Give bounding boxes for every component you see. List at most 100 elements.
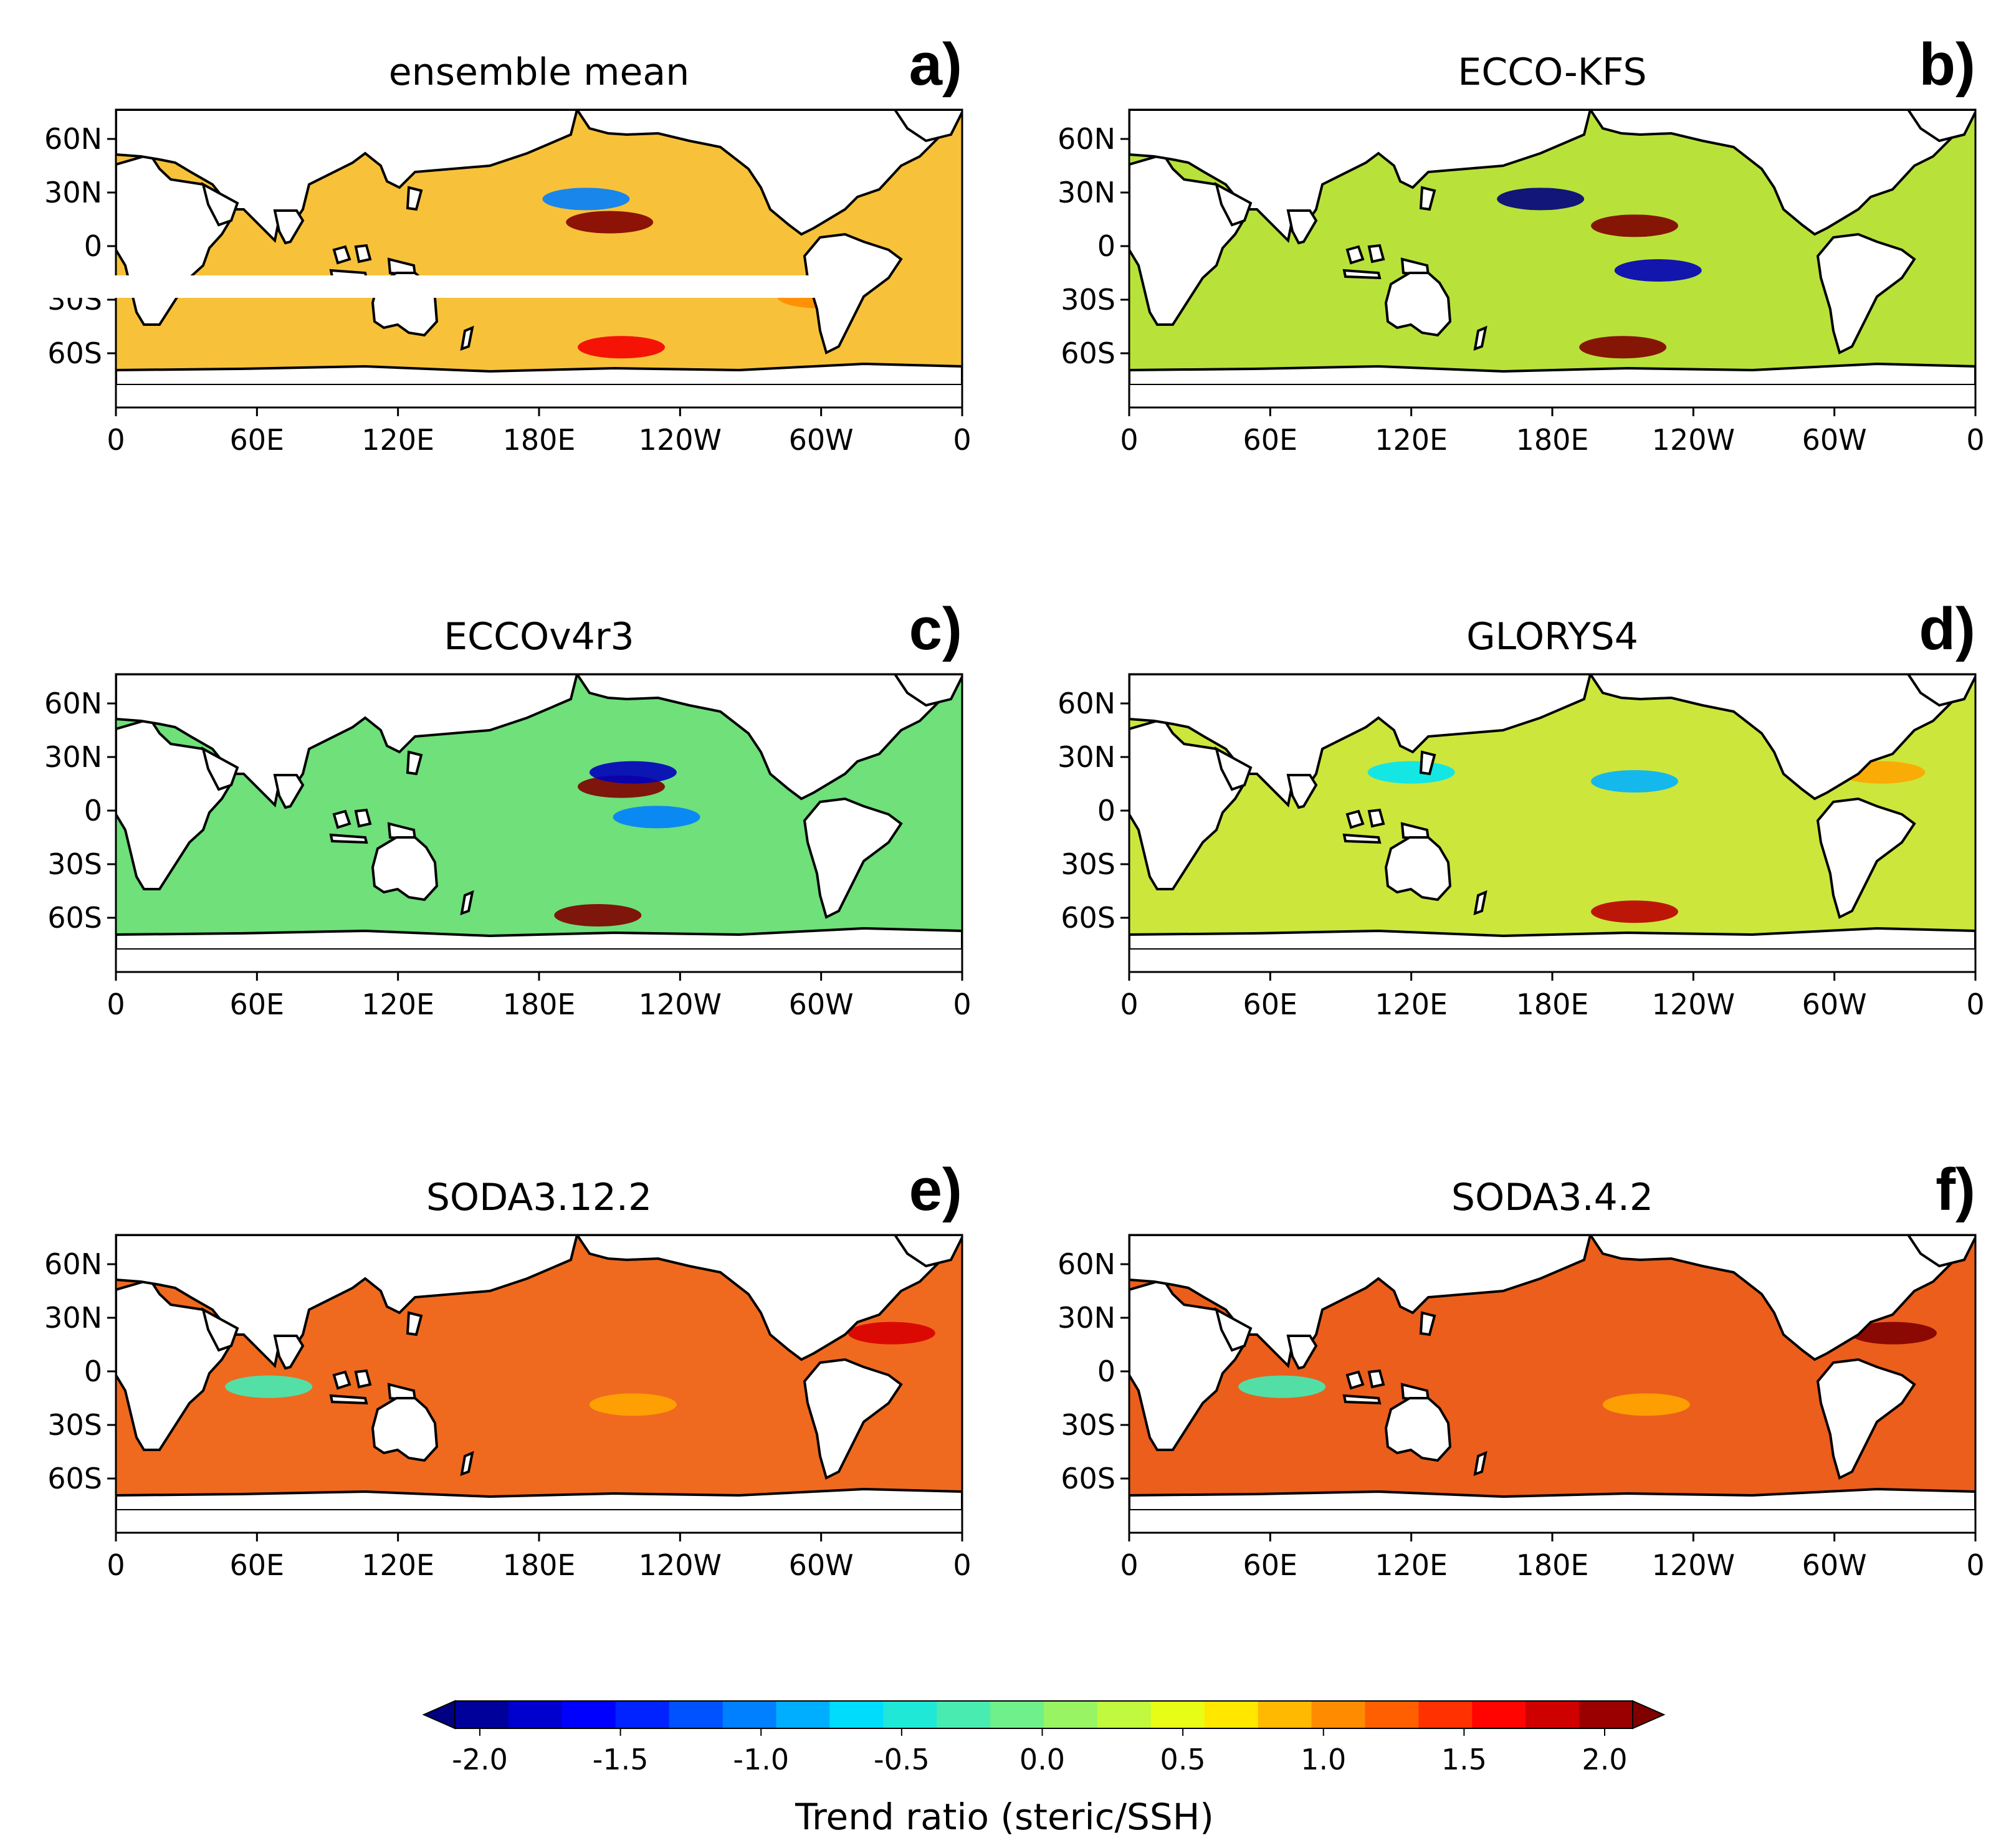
panel-title: SODA3.4.2	[1451, 1176, 1653, 1219]
lon-tick-label: 120W	[1652, 1548, 1735, 1582]
trend-patch	[542, 188, 630, 211]
lon-tick-label: 0	[1120, 1548, 1138, 1582]
panel-letter: c)	[909, 596, 962, 662]
colorbar-tick-label: -1.5	[593, 1743, 649, 1776]
trend-patch	[1591, 770, 1679, 793]
colorbar-swatch	[455, 1701, 509, 1728]
colorbar-swatch	[508, 1701, 563, 1728]
map-field	[1129, 110, 1975, 385]
trend-patch	[1614, 259, 1702, 282]
map-panel: SODA3.4.2 f) 0 60E 120E 180E 120W 60W 0 60N 30N 0 30…	[0, 275, 1985, 1582]
lon-tick-label: 60E	[1243, 423, 1298, 457]
panel-title: ensemble mean	[389, 50, 689, 94]
lon-tick-label: 0	[1966, 423, 1984, 457]
trend-patch	[848, 1322, 935, 1345]
map-field	[1129, 674, 1975, 950]
trend-patch	[1238, 1375, 1326, 1398]
trend-patch	[566, 211, 654, 234]
lat-tick-label: 60S	[1061, 336, 1115, 370]
lon-tick-label: 120W	[639, 1548, 722, 1582]
lat-tick-label: 60S	[1061, 901, 1115, 935]
lon-tick-label: 60W	[1802, 988, 1867, 1021]
lon-tick-label: 120E	[1375, 423, 1448, 457]
lon-tick-label: 0	[1120, 988, 1138, 1021]
lat-tick-label: 0	[1097, 794, 1115, 827]
lon-tick-label: 120W	[1652, 423, 1735, 457]
panel-letter: b)	[1919, 31, 1975, 98]
trend-patch	[1591, 900, 1679, 923]
lon-tick-label: 60E	[1243, 1548, 1298, 1582]
lon-tick-label: 0	[1966, 1548, 1984, 1582]
colorbar-tick-label: 0.0	[1019, 1743, 1065, 1776]
colorbar-swatch	[1150, 1701, 1205, 1728]
lon-tick-label: 120E	[1375, 988, 1448, 1021]
lat-tick-label: 60S	[1061, 1462, 1115, 1495]
panel-title: GLORYS4	[1466, 615, 1638, 659]
lon-tick-label: 0	[107, 423, 125, 457]
lat-tick-label: 60N	[44, 122, 102, 156]
panel-letter: e)	[909, 1156, 962, 1223]
lon-tick-label: 180E	[1516, 988, 1589, 1021]
colorbar-swatch	[829, 1701, 884, 1728]
lon-tick-label: 0	[953, 1548, 971, 1582]
colorbar-tick-label: 0.5	[1160, 1743, 1206, 1776]
lon-tick-label: 120E	[361, 423, 434, 457]
lon-tick-label: 0	[953, 423, 971, 457]
colorbar-swatch	[937, 1701, 991, 1728]
colorbar-tick-label: 1.5	[1441, 1743, 1487, 1776]
lat-tick-label: 30N	[44, 740, 102, 774]
lon-tick-label: 60W	[789, 1548, 854, 1582]
map-panel: SODA3.12.2 e) 0 60E 120E 180E 120W 60W 0 60N 30N 0 3…	[0, 275, 972, 1582]
trend-patch	[1497, 188, 1585, 211]
lat-tick-label: 60N	[1058, 122, 1115, 156]
lon-tick-label: 120E	[1375, 1548, 1448, 1582]
map-panel: ECCOv4r3 c) 0 60E 120E 180E 120W 60W 0 60N 30N 0 30S…	[0, 275, 972, 1021]
colorbar-swatch	[1472, 1701, 1527, 1728]
lon-tick-label: 0	[107, 988, 125, 1021]
colorbar-swatch	[1204, 1701, 1259, 1728]
colorbar-label: Trend ratio (steric/SSH)	[795, 1796, 1214, 1838]
lon-tick-label: 60W	[789, 988, 854, 1021]
lat-tick-label: 60S	[47, 336, 102, 370]
trend-patch	[1602, 1393, 1690, 1416]
lat-tick-label: 0	[84, 229, 102, 263]
panel-letter: a)	[909, 31, 962, 98]
colorbar-tick-label: 2.0	[1582, 1743, 1627, 1776]
trend-patch	[589, 761, 677, 784]
lon-tick-label: 0	[1966, 988, 1984, 1021]
trend-patch	[1367, 761, 1455, 784]
lon-tick-label: 180E	[503, 1548, 576, 1582]
map-field	[116, 110, 962, 385]
lon-tick-label: 60E	[1243, 988, 1298, 1021]
lon-tick-label: 0	[107, 1548, 125, 1582]
colorbar-tick-label: -1.0	[733, 1743, 789, 1776]
lat-tick-label: 0	[1097, 1355, 1115, 1388]
lat-tick-label: 30N	[1058, 176, 1115, 209]
lat-tick-label: 30N	[1058, 1301, 1115, 1335]
panel-title: ECCO-KFS	[1458, 50, 1646, 94]
trend-patch	[613, 806, 700, 829]
lon-tick-label: 60W	[789, 423, 854, 457]
lon-tick-label: 120W	[1652, 988, 1735, 1021]
colorbar-swatch	[883, 1701, 938, 1728]
map-panel: GLORYS4 d) 0 60E 120E 180E 120W 60W 0 60N 30N 0 30S 6…	[0, 275, 1985, 1021]
lon-tick-label: 180E	[1516, 423, 1589, 457]
lon-tick-label: 120W	[639, 988, 722, 1021]
colorbar: -2.0 -1.5 -1.0 -0.5 0.0 0.5 1.0 1.5 2.0	[422, 1700, 1666, 1776]
lon-tick-label: 60W	[1802, 1548, 1867, 1582]
lat-tick-label: 60N	[1058, 1247, 1115, 1281]
colorbar-swatch	[1097, 1701, 1152, 1728]
colorbar-swatch	[990, 1701, 1044, 1728]
trend-patch	[1591, 214, 1679, 237]
trend-patch	[589, 1393, 677, 1416]
colorbar-swatch	[1365, 1701, 1420, 1728]
lon-tick-label: 180E	[503, 988, 576, 1021]
lat-tick-label: 60N	[44, 1247, 102, 1281]
colorbar-swatch	[1311, 1701, 1366, 1728]
lat-tick-label: 30S	[1061, 847, 1115, 881]
colorbar-swatch	[615, 1701, 670, 1728]
lat-tick-label: 60N	[44, 687, 102, 720]
colorbar-swatch	[1418, 1701, 1473, 1728]
lon-tick-label: 0	[1120, 423, 1138, 457]
